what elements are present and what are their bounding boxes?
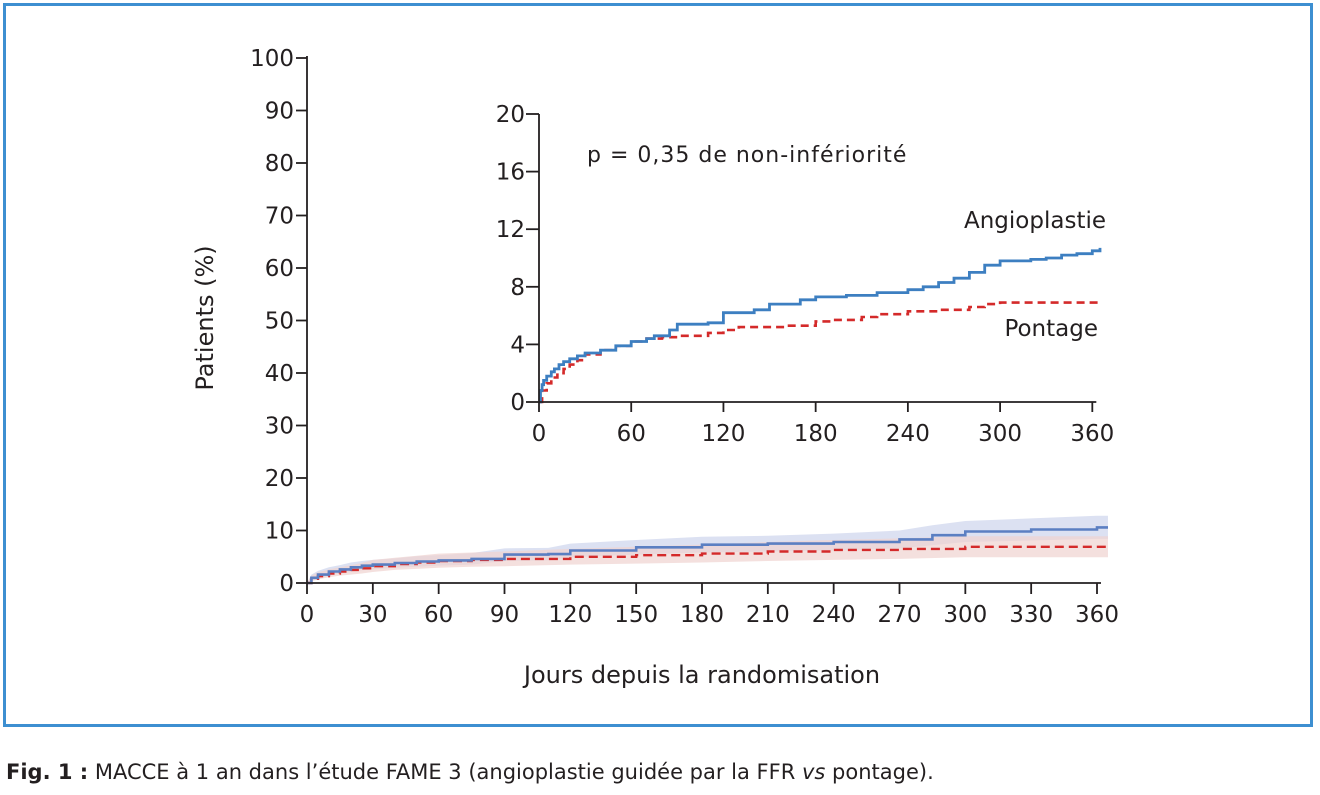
main-y-tick-label: 40 (265, 361, 294, 387)
inset-x-tick-label: 300 (978, 421, 1022, 447)
main-x-tick-label: 270 (878, 602, 922, 628)
inset-x-tick-label: 180 (794, 421, 838, 447)
main-y-tick-label: 0 (279, 571, 294, 597)
main-x-tick-label: 240 (812, 602, 856, 628)
inset-series-lines (539, 247, 1102, 404)
main-y-tick-label: 50 (265, 309, 294, 335)
main-x-tick-label: 0 (300, 602, 315, 628)
main-x-tick-label: 180 (680, 602, 724, 628)
main-x-axis-title: Jours depuis la randomisation (522, 661, 880, 689)
main-y-tick-label: 90 (265, 99, 294, 125)
main-y-tick-label: 30 (265, 414, 294, 440)
main-x-tick-label: 150 (614, 602, 658, 628)
figure-frame (3, 3, 1313, 727)
inset-line-pontage (539, 301, 1100, 404)
inset-x-tick-label: 60 (617, 421, 646, 447)
chart-labels: p = 0,35 de non-infériorité Angioplastie P… (587, 143, 1106, 342)
main-x-tick-label: 210 (746, 602, 790, 628)
inset-x-tick-label: 120 (701, 421, 745, 447)
caption-text-after: pontage). (825, 760, 934, 784)
inset-y-tick-label: 4 (510, 332, 525, 358)
inset-y-tick-label: 12 (496, 217, 525, 243)
main-y-tick-label: 80 (265, 151, 294, 177)
legend-angioplastie: Angioplastie (964, 208, 1106, 234)
caption-prefix: Fig. 1 : (6, 760, 89, 784)
caption-text-before: MACCE à 1 an dans l’étude FAME 3 (angiop… (88, 760, 802, 784)
main-line-angioplastie (307, 526, 1108, 585)
main-x-tick-label: 90 (490, 602, 519, 628)
main-x-tick-label: 30 (358, 602, 387, 628)
inset-axes: 0 4 8 12 16 20 0 60 120 180 240 300 360 (496, 102, 1115, 447)
main-x-tick-label: 360 (1075, 602, 1119, 628)
inset-x-tick-label: 240 (886, 421, 930, 447)
main-y-tick-label: 10 (265, 519, 294, 545)
caption-italic: vs (801, 760, 826, 784)
inset-y-tick-label: 16 (496, 160, 525, 186)
main-y-tick-label: 100 (250, 46, 294, 72)
inset-x-tick-label: 0 (532, 421, 547, 447)
main-x-tick-label: 60 (424, 602, 453, 628)
legend-pontage: Pontage (1004, 316, 1098, 342)
main-y-axis-title: Patients (%) (191, 245, 219, 390)
main-y-tick-label: 20 (265, 466, 294, 492)
inset-y-tick-label: 8 (510, 275, 525, 301)
main-x-tick-label: 330 (1009, 602, 1053, 628)
main-x-tick-label: 300 (943, 602, 987, 628)
inset-x-tick-label: 360 (1070, 421, 1114, 447)
inset-y-tick-label: 0 (510, 390, 525, 416)
main-confidence-bands (307, 515, 1108, 583)
main-y-tick-label: 70 (265, 204, 294, 230)
inset-y-tick-label: 20 (496, 102, 525, 128)
figure-caption: Fig. 1 : MACCE à 1 an dans l’étude FAME … (6, 760, 934, 784)
main-series-lines (307, 526, 1108, 585)
main-y-tick-label: 60 (265, 256, 294, 282)
p-value-annotation: p = 0,35 de non-infériorité (587, 143, 907, 168)
main-x-tick-label: 120 (548, 602, 592, 628)
inset-line-angioplastie (539, 247, 1102, 404)
